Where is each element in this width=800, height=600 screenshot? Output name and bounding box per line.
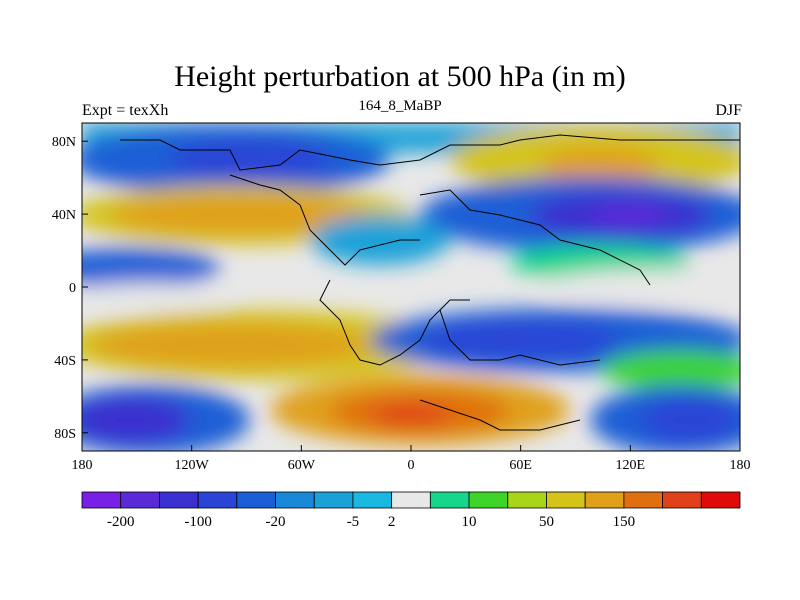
contour-field [82, 123, 740, 451]
colorbar-swatch [391, 491, 431, 509]
colorbar-swatch [275, 491, 315, 509]
colorbar-label: 150 [613, 514, 636, 530]
run-label: 164_8_MaBP [358, 98, 442, 114]
colorbar-swatch [197, 491, 238, 509]
y-tick-label: 40S [54, 354, 76, 369]
colorbar-swatch [429, 491, 470, 509]
season-label: DJF [715, 102, 742, 119]
colorbar-swatch [700, 491, 741, 509]
colorbar-swatch [584, 491, 625, 509]
colorbar-label: -100 [184, 514, 212, 530]
colorbar-label: -20 [266, 514, 286, 530]
colorbar-swatch [120, 491, 160, 509]
colorbar-label: 2 [388, 514, 396, 530]
colorbar-swatch [468, 491, 509, 509]
colorbar-swatch [159, 491, 199, 509]
y-tick-label: 80S [54, 427, 76, 442]
x-tick-label: 180 [730, 458, 751, 473]
colorbar-swatch [352, 491, 393, 509]
plot-title: Height perturbation at 500 hPa (in m) [174, 60, 626, 93]
y-tick-label: 40N [52, 208, 76, 223]
coastlines [120, 134, 740, 431]
x-tick-label: 180 [72, 458, 93, 473]
x-tick-label: 120W [175, 458, 210, 473]
experiment-label: Expt = texXh [82, 102, 169, 119]
colorbar-swatch [236, 491, 276, 509]
x-tick-label: 0 [408, 458, 415, 473]
colorbar: -200 -100 -20 -5 2 10 50 150 [81, 491, 741, 530]
y-tick-label: 0 [69, 281, 76, 296]
y-tick-label: 80N [52, 135, 76, 150]
colorbar-label: 50 [539, 514, 554, 530]
colorbar-swatch [623, 491, 663, 509]
x-tick-label: 120E [616, 458, 646, 473]
colorbar-swatch [662, 491, 702, 509]
colorbar-swatch [313, 491, 354, 509]
colorbar-label: 10 [462, 514, 477, 530]
x-tick-label: 60W [288, 458, 316, 473]
colorbar-label: -200 [107, 514, 135, 530]
colorbar-swatch [507, 491, 547, 509]
colorbar-swatch [81, 491, 122, 509]
colorbar-label: -5 [347, 514, 360, 530]
x-tick-label: 60E [509, 458, 532, 473]
colorbar-swatch [546, 491, 586, 509]
